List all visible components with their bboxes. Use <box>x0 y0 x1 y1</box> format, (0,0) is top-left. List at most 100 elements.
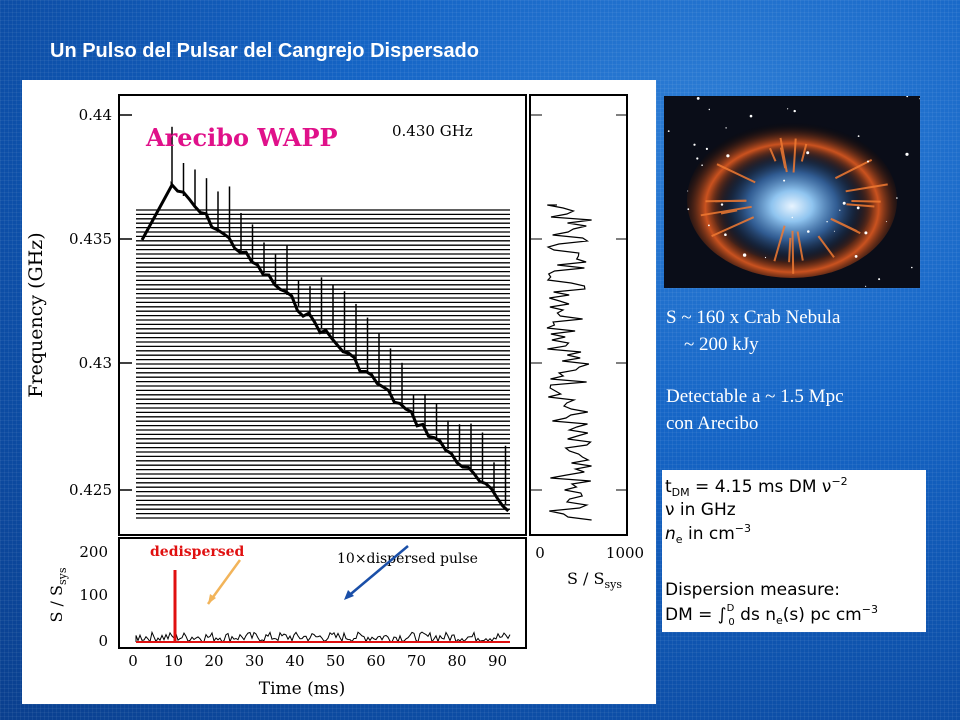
x-tick-label: 70 <box>407 652 426 670</box>
right-x-tick-label: 1000 <box>606 544 644 562</box>
star <box>696 97 700 100</box>
star <box>764 256 767 259</box>
filament <box>788 237 792 263</box>
dm-title: Dispersion measure: <box>665 580 840 600</box>
star <box>905 152 909 156</box>
spectrum-ticks <box>530 114 627 491</box>
dm-formula-sub: 0 <box>728 617 734 628</box>
x-tick-label: 90 <box>488 652 507 670</box>
filament <box>779 147 787 169</box>
nu-units: ν in GHz <box>665 500 736 520</box>
filament <box>846 203 875 208</box>
x-tick-label: 80 <box>447 652 466 670</box>
star <box>701 164 703 166</box>
filament <box>796 231 804 261</box>
x-tick-label: 20 <box>204 652 223 670</box>
filament <box>716 163 756 184</box>
star <box>720 203 724 206</box>
tdm-formula-part: t <box>665 477 672 497</box>
dm-formula-part: DM = ∫ <box>665 605 727 625</box>
right-x-axis-text: S / S <box>567 569 604 588</box>
bottom-y-axis-text: S / S <box>47 585 66 622</box>
star <box>687 208 690 211</box>
star <box>885 221 887 223</box>
filament <box>700 205 752 217</box>
tdm-formula-sup: −2 <box>831 475 847 488</box>
ne-units-sup: −3 <box>735 522 751 535</box>
filament <box>720 209 738 215</box>
dispersed-pulse-track <box>140 126 510 513</box>
bottom-y-axis-label: S / Ssys <box>47 567 69 622</box>
star <box>667 130 670 132</box>
star <box>826 221 828 223</box>
filament <box>769 147 777 162</box>
filament <box>831 218 858 233</box>
filament <box>851 200 881 203</box>
star <box>725 127 727 129</box>
right-x-axis-sub: sys <box>604 578 622 591</box>
star <box>864 231 868 235</box>
dm-formula-sub: e <box>776 614 783 627</box>
timeseries-frame <box>118 537 527 649</box>
waterfall-traces <box>136 209 510 519</box>
filament <box>800 143 808 162</box>
flux-comparison: S ~ 160 x Crab Nebula <box>666 307 841 328</box>
tdm-formula-part: = 4.15 ms DM ν <box>690 477 832 497</box>
detectability-text: Detectable a ~ 1.5 Mpc <box>666 386 844 407</box>
ne-units: ne in cm−3 <box>665 522 751 546</box>
tdm-formula: tDM = 4.15 ms DM ν−2 <box>665 475 848 499</box>
timeseries-trace <box>135 570 511 644</box>
bottom-y-tick-label: 100 <box>79 586 108 604</box>
star <box>726 154 730 158</box>
dm-formula: DM = ∫D 0 ds ne(s) pc cm−3 <box>665 603 878 628</box>
star <box>705 147 708 150</box>
flux-value: ~ 200 kJy <box>684 334 759 355</box>
star <box>687 190 689 192</box>
star <box>742 253 747 257</box>
x-tick-label: 50 <box>326 652 345 670</box>
star <box>787 108 789 110</box>
dispersed-series <box>135 630 511 644</box>
dispersed-label: 10×dispersed pulse <box>337 551 478 567</box>
star <box>856 206 860 210</box>
frequency-label: 0.430 GHz <box>392 122 473 140</box>
star <box>839 209 841 211</box>
bottom-y-ticks: 200 100 0 <box>79 543 108 650</box>
pulse-path <box>140 181 510 513</box>
dm-formula-part: (s) pc cm <box>783 605 862 625</box>
star <box>806 151 810 155</box>
waterfall-frame <box>118 94 527 536</box>
star <box>906 95 909 98</box>
star <box>807 230 810 233</box>
tdm-formula-sub: DM <box>672 486 690 499</box>
filament <box>845 183 888 193</box>
star <box>896 197 898 199</box>
x-tick-label: 0 <box>128 652 138 670</box>
star <box>865 285 867 287</box>
dispersion-formula-box: tDM = 4.15 ms DM ν−2 ν in GHz ne in cm−3… <box>662 470 926 632</box>
slide-title: Un Pulso del Pulsar del Cangrejo Dispers… <box>50 40 479 62</box>
dm-formula-sup: D <box>727 603 735 614</box>
spectrum-frame <box>529 94 628 536</box>
star <box>708 224 710 227</box>
filament <box>791 230 795 274</box>
right-x-axis-label: S / Ssys <box>567 569 622 591</box>
star <box>791 216 793 219</box>
x-tick-labels: 0 10 20 30 40 50 60 70 80 90 <box>128 652 507 670</box>
star <box>693 143 696 146</box>
filament <box>792 138 797 173</box>
y-ticks: 0.44 0.435 0.43 0.425 <box>69 106 132 499</box>
x-tick-label: 60 <box>366 652 385 670</box>
star <box>878 278 881 281</box>
spectrum-line <box>546 204 592 521</box>
filament <box>817 235 835 258</box>
star <box>857 135 860 137</box>
bottom-y-tick-label: 0 <box>98 632 108 650</box>
star <box>696 157 699 160</box>
star <box>783 179 786 182</box>
star <box>708 108 710 111</box>
dispersed-arrowhead <box>344 590 354 600</box>
star <box>793 109 796 113</box>
y-tick-label: 0.425 <box>69 481 112 499</box>
x-tick-label: 30 <box>245 652 264 670</box>
